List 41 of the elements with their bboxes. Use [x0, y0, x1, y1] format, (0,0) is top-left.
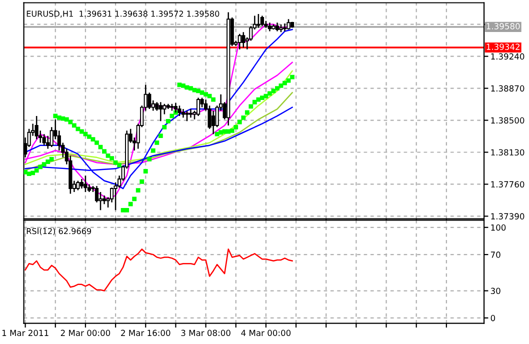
- ref-line-label: 1.39580: [486, 23, 520, 30]
- text: EURUSD,H1 1.39631 1.39638 1.39572 1.39580: [26, 10, 220, 18]
- x-tick-label: 3 Mar 08:00: [181, 330, 230, 336]
- candlestick: [42, 133, 46, 146]
- candlestick: [286, 18, 290, 30]
- candlestick: [76, 180, 80, 191]
- x-tick-label: 4 Mar 00:00: [241, 330, 291, 336]
- candlestick: [260, 15, 264, 27]
- candlestick: [212, 110, 216, 135]
- y-tick-label: 0: [490, 314, 496, 322]
- x-tick-label: 2 Mar 16:00: [121, 330, 170, 336]
- candlestick: [174, 102, 178, 114]
- x-tick-label: 2 Mar 00:00: [60, 330, 110, 336]
- y-tick-label: 1.37390: [491, 213, 524, 220]
- y-tick-label: 1.37760: [491, 181, 524, 188]
- candlestick: [80, 178, 84, 190]
- candlestick: [178, 104, 182, 117]
- candlestick: [84, 174, 88, 193]
- candlestick: [158, 102, 162, 122]
- y-tick-label: 1.39240: [491, 53, 524, 60]
- y-tick-label: 1.38130: [491, 149, 524, 156]
- candlestick: [148, 92, 152, 110]
- x-tick-label: 1 Mar 2011: [2, 330, 48, 336]
- candlestick: [185, 110, 189, 122]
- y-tick-label: 70: [490, 252, 500, 258]
- y-tick-label: 1.38500: [491, 117, 524, 124]
- candlestick: [242, 32, 246, 48]
- candlestick: [98, 191, 102, 211]
- y-tick-label: 1.38870: [491, 85, 524, 92]
- candlestick: [238, 33, 242, 50]
- text: RSI(12) 62.9669: [26, 228, 92, 236]
- y-tick-label: 100: [491, 224, 506, 231]
- candlestick: [34, 115, 38, 140]
- candlestick: [282, 22, 287, 32]
- candlestick: [196, 97, 200, 117]
- y-tick-label: 30: [490, 288, 500, 294]
- candlestick: [256, 13, 260, 28]
- candlestick: [162, 103, 166, 115]
- line-series: [24, 248, 293, 292]
- ref-line-label: 1.39342: [486, 44, 520, 50]
- candlestick: [188, 108, 193, 118]
